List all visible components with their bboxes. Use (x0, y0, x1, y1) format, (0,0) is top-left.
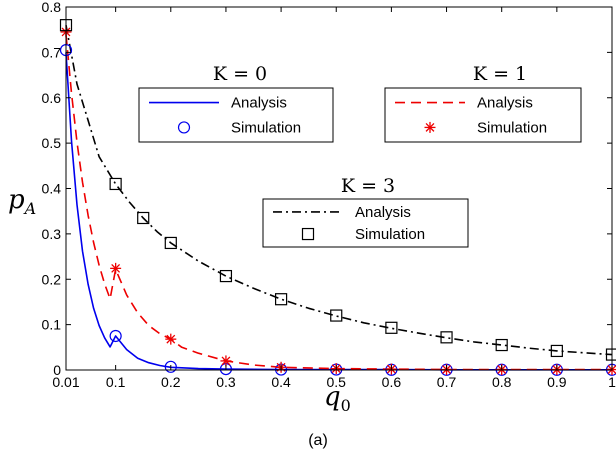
y-tick-label-3: 0.3 (42, 226, 62, 242)
x-axis-label-sub: 0 (341, 396, 351, 415)
series-2-point-10 (550, 344, 563, 358)
legend-1-marker-sample-stroke-3 (425, 123, 435, 132)
legend-0-marker-sample (177, 121, 191, 134)
x-tick-label-10: 1 (608, 374, 616, 390)
legend-2-analysis-label: Analysis (355, 204, 411, 221)
series-2-point-3 (164, 236, 177, 250)
series-2-point-2 (137, 211, 150, 225)
y-tick-label-6: 0.6 (42, 90, 62, 106)
x-tick-label-2: 0.2 (161, 374, 181, 390)
legend-0-simulation-label: Simulation (231, 119, 301, 136)
series-line-2 (65, 25, 613, 356)
series-1-point-1-stroke-3 (111, 263, 121, 273)
series-2-point-7 (385, 321, 398, 334)
series-0-point-2 (164, 360, 177, 373)
x-tick-label-5: 0.5 (327, 374, 347, 390)
legend-1-simulation-label: Simulation (477, 119, 547, 136)
legend-1-analysis-label: Analysis (477, 95, 533, 112)
legend-0-box (138, 87, 334, 143)
y-axis-label: pA (8, 185, 36, 218)
legend-2-marker-sample (301, 227, 315, 241)
series-1-point-2-stroke-3 (166, 334, 176, 344)
y-axis-label-main: p (8, 185, 25, 215)
series-0-point-1 (109, 329, 122, 343)
x-tick-label-4: 0.4 (271, 374, 291, 390)
x-tick-label-8: 0.8 (492, 374, 512, 390)
series-2-point-9 (495, 338, 508, 352)
legend-2-simulation-label: Simulation (355, 226, 425, 243)
y-axis-label-sub: A (23, 199, 37, 218)
plot-frame (65, 6, 613, 371)
x-tick-label-9: 0.9 (547, 374, 567, 390)
x-axis-label: q0 (324, 382, 351, 415)
y-tick-label-5: 0.5 (42, 135, 62, 151)
series-1-point-1 (110, 262, 122, 274)
legend-1-title: K = 1 (473, 63, 527, 85)
legend-1-box (384, 87, 582, 143)
series-1-point-3 (220, 355, 232, 367)
legend-2: K = 3 Analysis Simulation (262, 175, 469, 248)
y-tick-label-0: 0 (53, 362, 61, 378)
y-tick-label-4: 0.4 (42, 181, 62, 197)
series-1-point-3-stroke-3 (221, 356, 231, 366)
legend-1: K = 1 Analysis Simulation (384, 63, 582, 143)
legend-0: K = 0 Analysis Simulation (138, 63, 334, 143)
legend-2-box (262, 198, 469, 248)
x-tick-label-1: 0.1 (106, 374, 126, 390)
series-2-point-5 (274, 293, 288, 306)
series-line-1 (65, 34, 612, 371)
curves-layer (65, 25, 613, 371)
x-tick-label-3: 0.3 (216, 374, 236, 390)
legend-1-marker-sample (424, 121, 436, 133)
series-1-point-2 (165, 333, 177, 345)
series-2-point-4 (219, 269, 233, 283)
series-2-point-1 (109, 177, 122, 191)
labels-layer: pA q0 (a) (8, 185, 351, 449)
series-2-point-8 (440, 331, 453, 344)
markers-layer (59, 19, 616, 376)
legend-2-title: K = 3 (341, 175, 395, 197)
y-tick-label-2: 0.2 (42, 271, 62, 287)
legend-0-analysis-label: Analysis (231, 95, 287, 112)
figure-caption: (a) (308, 432, 328, 449)
x-tick-label-6: 0.6 (382, 374, 402, 390)
y-tick-label-1: 0.1 (42, 317, 62, 333)
x-axis-label-main: q (324, 382, 341, 412)
series-2-point-6 (330, 309, 343, 322)
y-tick-label-7: 0.7 (42, 44, 62, 60)
x-tick-label-7: 0.7 (437, 374, 457, 390)
legends-layer: K = 0 Analysis Simulation K = 1 Analysis Simu… (138, 63, 582, 248)
y-tick-label-8: 0.8 (42, 0, 62, 15)
legend-0-title: K = 0 (213, 63, 267, 85)
axes-layer: 0.01 0.1 0.2 0.3 0.4 0.5 0.6 0.7 0.8 0.9 1 0 0.1 0.2 0… (42, 0, 616, 390)
x-tick-label-0: 0.01 (52, 374, 79, 390)
